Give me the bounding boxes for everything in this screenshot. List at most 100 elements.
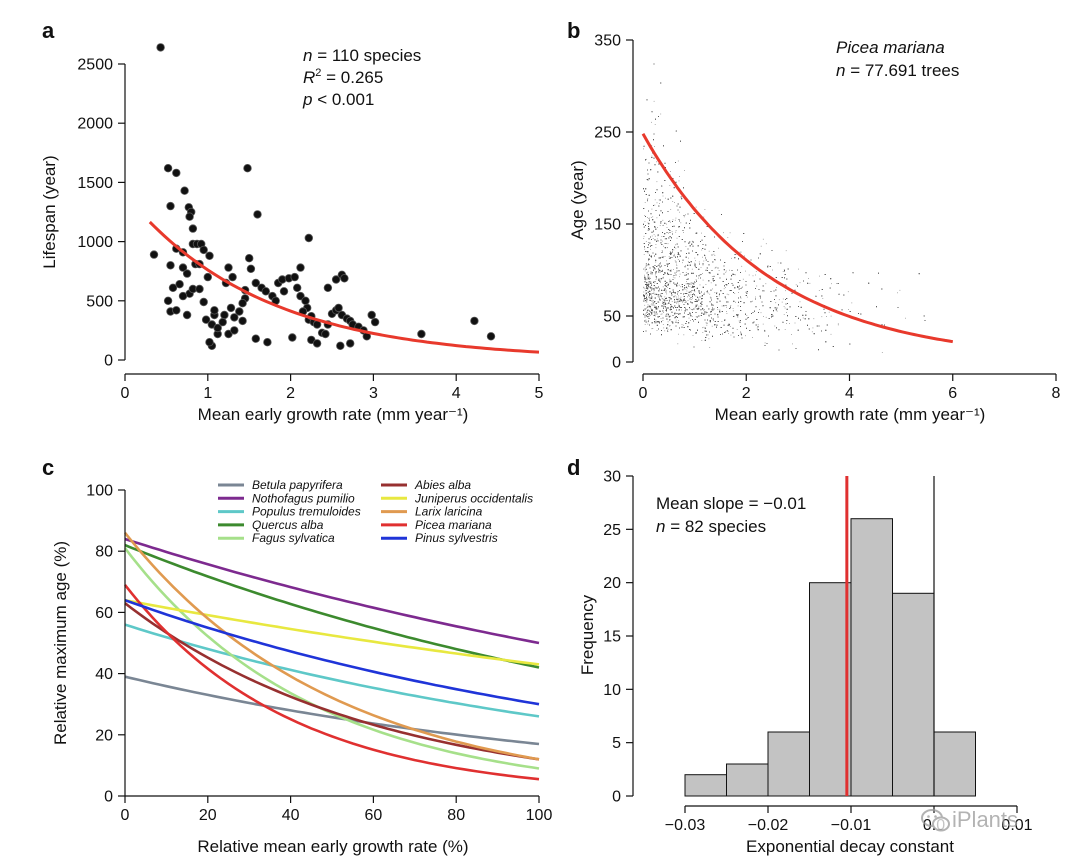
data-point	[745, 270, 746, 272]
data-point	[821, 316, 823, 318]
panel-a-r-sup: 2	[315, 67, 321, 79]
data-point	[644, 274, 645, 276]
data-point	[662, 286, 664, 288]
data-point	[746, 315, 748, 316]
data-point	[653, 100, 655, 102]
data-point	[727, 237, 729, 238]
data-point	[213, 323, 222, 333]
data-point	[673, 249, 675, 251]
data-point	[643, 238, 645, 239]
data-point	[670, 269, 672, 271]
data-point	[708, 338, 710, 340]
data-point	[831, 283, 832, 285]
data-point	[714, 259, 716, 261]
data-point	[659, 270, 661, 271]
data-point	[707, 290, 708, 291]
data-point	[662, 195, 664, 197]
data-point	[905, 317, 906, 319]
data-point	[666, 287, 668, 288]
data-point	[725, 270, 727, 272]
data-point	[702, 256, 703, 258]
data-point	[763, 316, 764, 317]
data-point	[897, 292, 898, 294]
data-point	[647, 321, 649, 323]
data-point	[674, 295, 676, 297]
data-point	[667, 243, 669, 245]
data-point	[681, 300, 683, 302]
data-point	[645, 301, 647, 303]
data-point	[791, 334, 792, 335]
data-point	[643, 294, 644, 295]
data-point	[674, 260, 676, 262]
data-point	[651, 121, 652, 123]
data-point	[778, 299, 780, 301]
data-point	[656, 181, 658, 183]
data-point	[650, 314, 651, 316]
data-point	[760, 245, 762, 247]
data-point	[848, 309, 849, 310]
data-point	[665, 285, 667, 286]
data-point	[246, 264, 256, 273]
panel-b-points	[643, 63, 926, 353]
panel-b-letter: b	[567, 18, 580, 43]
data-point	[656, 330, 658, 331]
data-point	[653, 291, 655, 293]
data-point	[648, 309, 649, 311]
data-point	[644, 304, 646, 306]
data-point	[646, 263, 647, 264]
data-point	[651, 273, 653, 275]
data-point	[230, 326, 239, 335]
data-point	[692, 309, 693, 311]
data-point	[655, 319, 657, 321]
data-point	[784, 307, 786, 309]
data-point	[689, 291, 691, 292]
data-point	[680, 296, 682, 298]
data-point	[717, 309, 719, 310]
data-point	[646, 287, 648, 288]
data-point	[688, 317, 690, 319]
data-point	[648, 217, 650, 219]
data-point	[653, 234, 655, 236]
data-point	[646, 301, 648, 303]
data-point	[672, 276, 674, 278]
data-point	[679, 176, 680, 177]
data-point	[659, 321, 660, 323]
data-point	[238, 299, 247, 308]
data-point	[645, 313, 647, 314]
data-point	[664, 330, 666, 332]
data-point	[709, 296, 711, 298]
data-point	[726, 311, 727, 312]
data-point	[705, 284, 707, 285]
data-point	[694, 307, 696, 309]
data-point	[737, 305, 739, 307]
data-point	[733, 315, 735, 317]
data-point	[659, 225, 661, 226]
data-point	[679, 298, 681, 300]
data-point	[644, 324, 646, 325]
data-point	[647, 252, 649, 254]
data-point	[734, 274, 736, 276]
data-point	[644, 288, 646, 290]
data-point	[655, 315, 656, 317]
data-point	[738, 292, 739, 293]
data-point	[694, 265, 696, 267]
data-point	[808, 278, 809, 279]
data-point	[661, 240, 663, 242]
data-point	[682, 262, 683, 264]
data-point	[672, 321, 674, 323]
data-point	[660, 281, 661, 283]
data-point	[688, 295, 690, 297]
data-point	[677, 259, 679, 260]
data-point	[703, 326, 705, 328]
data-point	[725, 271, 727, 273]
data-point	[656, 217, 658, 219]
data-point	[752, 275, 754, 277]
data-point	[701, 249, 703, 251]
data-point	[687, 296, 688, 298]
data-point	[644, 221, 646, 223]
data-point	[669, 185, 671, 186]
data-point	[224, 263, 233, 272]
data-point	[662, 276, 664, 278]
data-point	[675, 247, 677, 249]
